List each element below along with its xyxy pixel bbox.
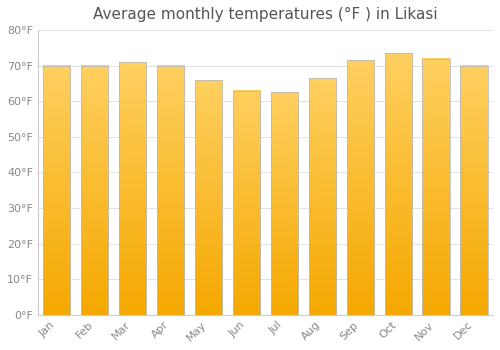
- Bar: [270, 92, 298, 315]
- Bar: [460, 66, 487, 315]
- Bar: [157, 66, 184, 315]
- Bar: [233, 91, 260, 315]
- Bar: [384, 53, 412, 315]
- Bar: [195, 80, 222, 315]
- Title: Average monthly temperatures (°F ) in Likasi: Average monthly temperatures (°F ) in Li…: [93, 7, 438, 22]
- Bar: [119, 62, 146, 315]
- Bar: [43, 66, 70, 315]
- Bar: [346, 60, 374, 315]
- Bar: [308, 78, 336, 315]
- Bar: [81, 66, 108, 315]
- Bar: [422, 58, 450, 315]
